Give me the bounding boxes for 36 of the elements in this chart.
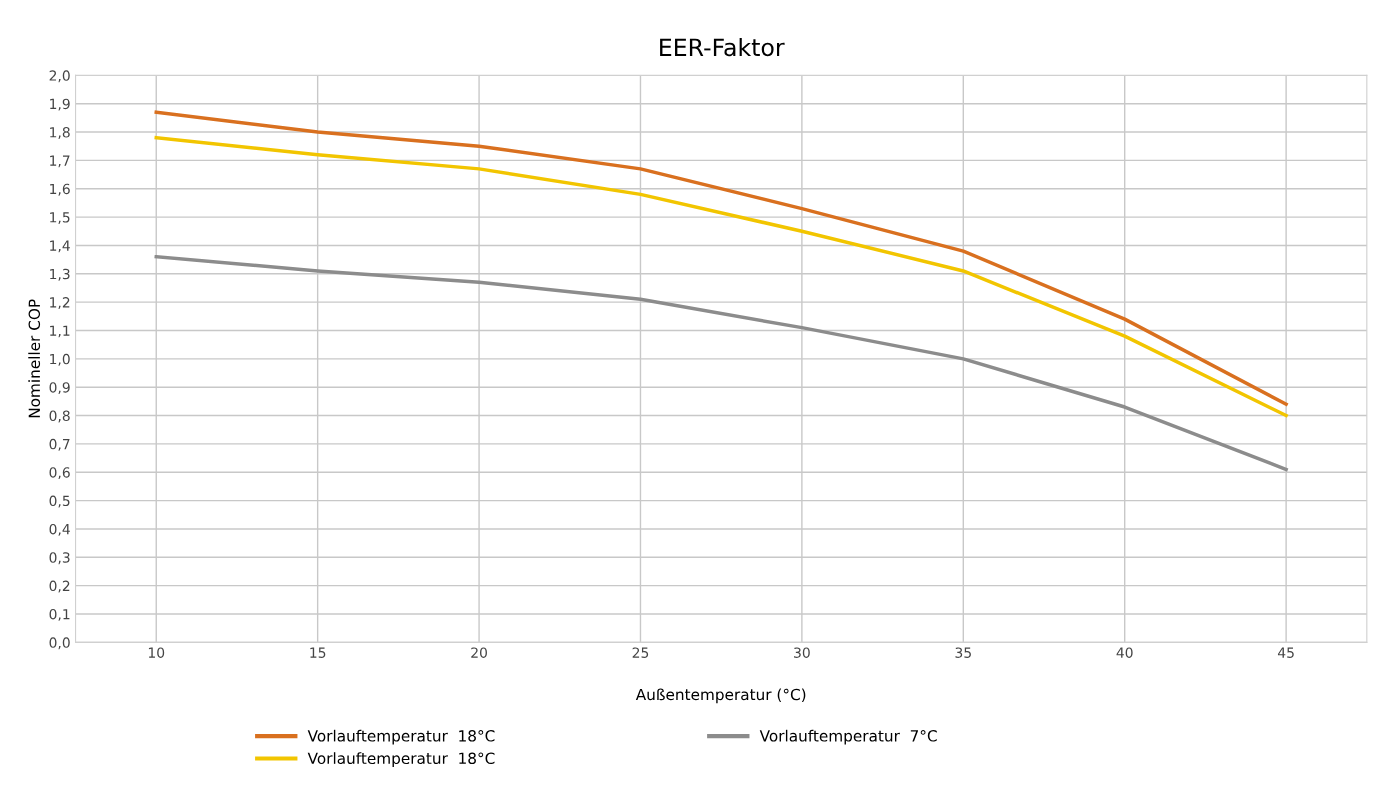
y-tick-label: 2,0 — [49, 70, 70, 83]
y-tick-label: 0,2 — [49, 580, 70, 593]
x-tick-label: 40 — [1116, 647, 1133, 658]
y-tick-label: 1,4 — [50, 240, 70, 253]
y-tick-label: 0,4 — [49, 523, 70, 536]
y-tick-label: 0,7 — [49, 438, 70, 451]
y-tick-label: 1,8 — [50, 127, 70, 139]
y-tick-label: 0,8 — [49, 410, 70, 423]
y-tick-label: 1,3 — [50, 268, 70, 281]
legend-label: Vorlauftemperatur 7°C — [759, 729, 937, 745]
y-tick-label: 1,7 — [50, 155, 70, 168]
x-tick-label: 25 — [632, 647, 649, 658]
x-tick-label: 35 — [955, 647, 971, 658]
x-tick-label: 10 — [148, 647, 165, 658]
y-tick-label: 0,9 — [49, 382, 70, 395]
y-tick-label: 0,3 — [49, 552, 70, 565]
y-tick-label: 1,2 — [50, 297, 70, 310]
y-tick-label: 0,0 — [49, 637, 70, 650]
chart-title: EER-Faktor — [660, 37, 785, 57]
line-series — [154, 255, 1288, 472]
x-tick-label: 20 — [471, 647, 487, 658]
x-tick-label: 15 — [310, 647, 326, 658]
y-tick-label: 1,6 — [50, 183, 70, 196]
legend-label: Vorlauftemperatur 18°C — [307, 729, 495, 745]
y-tick-label: 1,5 — [50, 212, 70, 224]
y-axis-title: Nomineller COP — [28, 299, 41, 418]
y-tick-label: 1,9 — [50, 98, 70, 111]
y-tick-label: 1,1 — [50, 325, 70, 338]
y-tick-label: 0,1 — [49, 608, 70, 621]
x-tick-label: 30 — [794, 647, 810, 658]
y-tick-label: 1,0 — [50, 353, 70, 366]
x-axis-title: Außentemperatur (°C) — [635, 688, 806, 704]
y-tick-label: 0,6 — [49, 467, 70, 480]
legend-label: Vorlauftemperatur 18°C — [307, 752, 495, 767]
y-tick-label: 0,5 — [49, 495, 70, 508]
x-tick-label: 45 — [1277, 647, 1294, 658]
